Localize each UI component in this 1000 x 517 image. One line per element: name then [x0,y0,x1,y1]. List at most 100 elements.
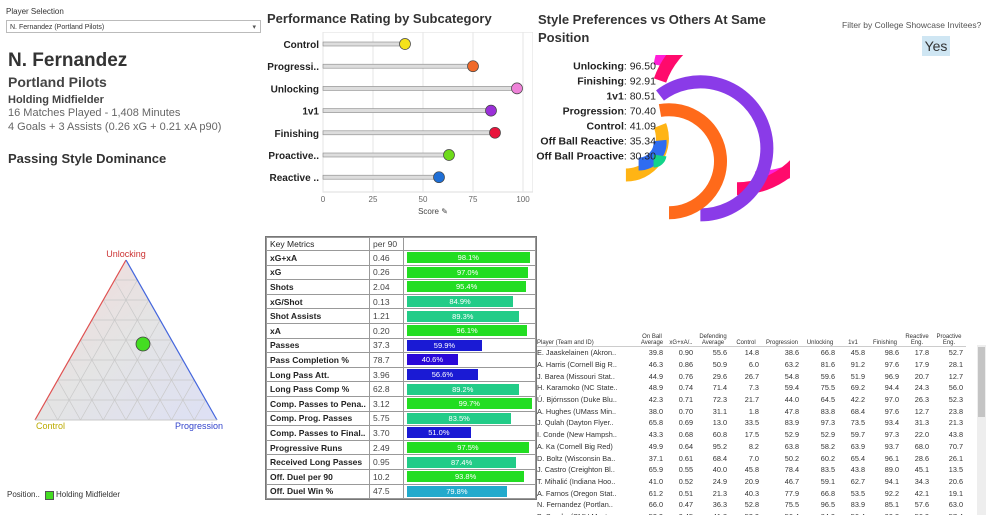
player-name-cell: J. Barea (Missouri Stat.. [537,371,615,381]
column-header[interactable]: On Ball Average [638,320,666,347]
stat-cell: 0.61 [678,453,693,463]
stat-cell: 68.4 [850,406,865,416]
metric-value: 0.20 [369,322,404,339]
percentile-bar: 87.4% [407,456,517,468]
lollipop-dot[interactable] [443,149,455,161]
radial-bar[interactable] [658,103,727,220]
percentile-cell: 79.8% [403,483,536,500]
player-name-cell: T. Mihalić (Indiana Hoo.. [537,476,616,486]
table-row[interactable]: B. Sparks (SMU Musta..52.90.4541.853.956… [537,511,966,515]
lollipop-dot[interactable] [511,82,523,95]
lollipop-dot[interactable] [433,171,445,184]
table-row[interactable]: E. Jaaskelainen (Akron.. 39.8 0.90 55.6 14.8… [537,347,966,359]
stat-cell: 94.4 [884,383,899,393]
player-selection-dropdown[interactable]: N. Fernandez (Portland Pilots) ▾ [6,20,261,33]
percentile-bar: 56.6% [407,369,478,381]
stat-cell: 89.0 [884,465,899,475]
category-label: Finishing [275,129,319,140]
players-scrollbar[interactable] [977,345,986,515]
player-name-cell: A. Farnos (Oregon Stat.. [537,488,617,498]
percentile-cell: 40.6% [403,352,536,368]
stat-cell: 50.2 [784,453,799,463]
column-header[interactable]: Progression [762,320,802,347]
stat-cell: 0.70 [678,406,693,416]
stat-cell: 63.9 [850,441,865,451]
stat-cell: 65.9 [648,465,663,475]
per90-header: per 90 [369,237,404,251]
table-row: xG/Shot 0.13 84.9% [266,293,536,310]
category-label: Reactive .. [270,173,320,184]
radial-bar[interactable] [653,55,790,196]
column-header[interactable]: Proactive Eng. [932,320,966,347]
percentile-bar: 40.6% [407,354,458,366]
column-header[interactable]: Defending Average [696,320,730,347]
stat-cell: 41.8 [696,511,730,515]
stat-cell: 96.9 [884,371,899,381]
lollipop-stem [322,63,474,69]
key-metrics-table: Key Metrics per 90 xG+xA 0.46 98.1% xG 0.26 9… [266,237,536,500]
stat-cell: 40.3 [744,488,759,498]
table-row[interactable]: J. Castro (Creighton Bl.. 65.9 0.55 40.0 45.… [537,464,966,476]
table-row[interactable]: A. Ka (Cornell Big Red) 49.9 0.64 95.2 8.2 63… [537,441,966,453]
column-header[interactable]: 1v1 [838,320,868,347]
column-header[interactable]: xG+xA/.. [666,320,696,347]
table-row[interactable]: D. Boltz (Wisconsin Ba.. 37.1 0.61 68.4 7.0 5… [537,452,966,464]
table-row[interactable]: Ú. Bjórnsson (Duke Blu.. 42.3 0.71 72.3 21.7… [537,394,966,406]
stat-cell: 71.4 [712,383,727,393]
stat-cell: 42.2 [850,395,865,405]
table-row: Long Pass Comp % 62.8 89.2% [266,381,536,397]
radial-bar[interactable] [652,153,667,168]
player-name-cell: N. Fernandez (Portlan.. [537,500,613,510]
percentile-bar: 89.2% [407,383,519,395]
stat-cell: 0.69 [678,418,693,428]
stat-cell: 22.0 [914,430,929,440]
player-selection-label: Player Selection [6,7,64,16]
table-row[interactable]: T. Mihalić (Indiana Hoo.. 41.0 0.52 24.9 20.… [537,476,966,488]
table-row[interactable]: A. Harris (Cornell Big R.. 46.3 0.86 50.9 6.… [537,359,966,371]
stat-cell: 21.3 [948,418,963,428]
table-row[interactable]: A. Hughes (UMass Min.. 38.0 0.70 31.1 1.8 47.… [537,405,966,417]
column-header[interactable]: Control [730,320,762,347]
metric-value: 78.7 [369,352,404,368]
table-row: Comp. Prog. Passes 5.75 83.5% [266,410,536,427]
table-row[interactable]: H. Karamoko (NC State.. 48.9 0.74 71.4 7.3 59… [537,382,966,394]
column-header[interactable]: Player (Team and ID) [537,320,638,347]
stat-cell: 14.8 [744,348,759,358]
category-label: Progressi.. [267,62,319,73]
stat-cell: 53.9 [730,511,762,515]
column-header[interactable]: Reactive Eng. [902,320,932,347]
lollipop-dot[interactable] [489,126,501,139]
table-row[interactable]: J. Qulah (Dayton Flyer.. 65.8 0.69 13.0 33.5… [537,417,966,429]
stat-cell: 43.8 [850,465,865,475]
corner-progression: Progression [175,421,223,431]
stat-cell: 26.3 [914,395,929,405]
column-header[interactable]: Unlocking [802,320,838,347]
metric-name: xG/Shot [266,293,370,310]
table-row[interactable]: J. Barea (Missouri Stat.. 44.9 0.76 29.6 26.… [537,370,966,382]
stat-cell: 28.1 [948,360,963,370]
table-row: Off. Duel Win % 47.5 79.8% [266,483,536,500]
percentile-bar: 89.3% [407,310,519,322]
passing-style-ternary: Unlocking Control Progression [34,249,223,431]
college-filter-toggle[interactable]: Yes [922,36,950,56]
table-row[interactable]: N. Fernandez (Portlan.. 66.0 0.47 36.3 52.8 7… [537,499,966,511]
stat-cell: 61.2 [648,488,663,498]
scrollbar-thumb[interactable] [978,347,985,417]
player-dot[interactable] [135,336,151,352]
column-header[interactable]: Finishing [868,320,902,347]
radial-bar[interactable] [656,75,774,222]
lollipop-stem [322,41,406,47]
radial-label: Off Ball Proactive: 30.30 [536,151,656,163]
lollipop-dot[interactable] [399,38,411,50]
stat-cell: 60.2 [820,453,835,463]
percentile-cell: 96.1% [403,322,536,339]
stat-cell: 33.5 [744,418,759,428]
table-row[interactable]: I. Conde (New Hampsh.. 43.3 0.68 60.8 17.5 52… [537,429,966,441]
lollipop-stem [322,152,450,158]
lollipop-dot[interactable] [485,104,497,117]
table-row[interactable]: A. Farnos (Oregon Stat.. 61.2 0.51 21.3 40.3… [537,487,966,499]
player-name-cell: A. Hughes (UMass Min.. [537,406,617,416]
table-row: Long Pass Att. 3.96 56.6% [266,366,536,383]
lollipop-dot[interactable] [467,60,479,73]
stat-cell: 23.8 [948,406,963,416]
